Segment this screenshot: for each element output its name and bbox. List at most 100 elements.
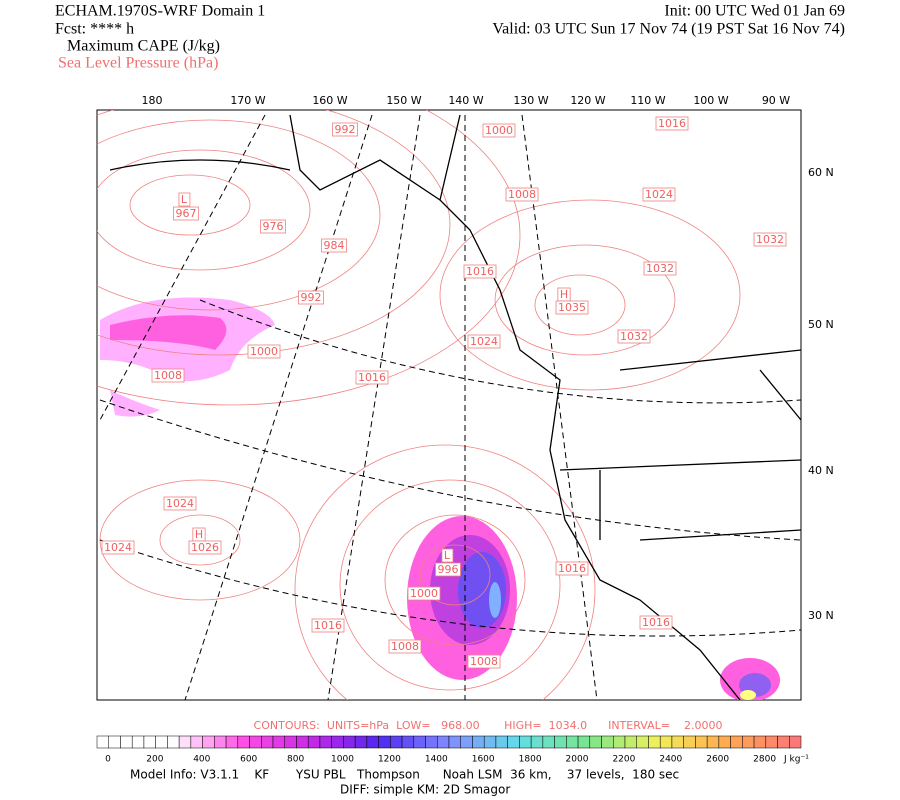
colorbar-swatch [155,735,168,749]
colorbar-swatch [460,735,473,749]
contour-label-box [639,615,673,630]
contour-label: 996 [438,563,459,576]
lat-label: 30 N [808,609,834,622]
colorbar-swatch [237,735,250,749]
colorbar-swatch [448,735,461,749]
contour-label: 1032 [756,233,784,246]
colorbar-swatch [307,735,321,749]
colorbar-swatch [366,735,379,749]
colorbar-swatch [167,735,180,749]
contour-label-box [467,334,501,349]
colorbar-label: 1400 [425,755,448,765]
contour-label: 1000 [410,587,438,600]
contour-label: 1024 [470,335,498,348]
lon-label: 160 W [312,94,347,107]
lon-label: 100 W [693,94,728,107]
colorbar-swatch [190,735,203,749]
colorbar-units: J kg⁻¹ [783,755,809,765]
contour-label: 992 [335,123,356,136]
model-info: Model Info: V3.1.1 KF YSU PBL Thompson N… [130,768,679,782]
colorbar-swatch [413,735,426,749]
lon-label: 150 W [386,94,421,107]
colorbar-swatch [284,735,297,749]
contour-label-box [435,562,461,577]
contour-label: 1000 [485,124,513,137]
colorbar-swatch [202,735,215,749]
colorbar-swatch [261,735,274,749]
contour-label-box [332,122,358,137]
colorbar-swatch [378,735,391,749]
colorbar-swatch [530,735,544,749]
colorbar-swatch [272,735,285,749]
colorbar-label: 2400 [659,755,682,765]
contour-info: CONTOURS: UNITS=hPa LOW= 968.00 HIGH= 10… [254,719,723,732]
contour-label: 1024 [104,541,132,554]
contour-label: 984 [324,239,345,252]
contour-label-box [188,540,222,555]
colorbar-swatch [789,735,802,749]
colorbar-swatch [742,735,755,749]
cape-shading [100,297,780,700]
contour-label-box [101,540,135,555]
colorbar-label: 600 [240,755,257,765]
lat-label: 50 N [808,318,834,331]
contour-label-box [467,654,501,669]
colorbar-swatch [108,735,121,749]
contour-label: 967 [176,207,197,220]
contour-label-box [151,368,185,383]
contour-label: H [195,528,203,541]
colorbar-label: 1200 [378,755,401,765]
contour-label: 1016 [558,562,586,575]
colorbar-swatch [577,735,591,749]
contour-label-box [642,187,676,202]
colorbar-swatch [296,735,309,749]
colorbar-swatch [472,735,485,749]
contour-label: 1016 [642,616,670,629]
lon-label: 110 W [630,94,665,107]
colorbar-label: 2600 [706,755,729,765]
colorbar-label: 2800 [753,755,776,765]
colorbar-label: 2200 [612,755,635,765]
contour-label-box [482,123,516,138]
colorbar-swatch [542,735,555,749]
colorbar-swatch [554,735,567,749]
colorbar-swatch [319,735,332,749]
contour-label-box [247,344,281,359]
contour-label: 1032 [646,262,674,275]
colorbar-swatch [354,735,368,749]
contour-label-box [617,329,651,344]
lon-label: 90 W [762,94,790,107]
contour-label: L [181,193,188,206]
init-time: Init: 00 UTC Wed 01 Jan 69 [664,3,845,20]
contour-label: 1016 [466,265,494,278]
colorbar-swatch [624,735,637,749]
contour-label-box [555,561,589,576]
contour-label: 1016 [314,619,342,632]
colorbar-swatch [683,735,696,749]
colorbar-swatch [601,735,614,749]
contour-label-box [441,548,454,563]
lon-label: 140 W [448,94,483,107]
contour-label-box [260,219,286,234]
lon-label: 130 W [513,94,548,107]
diff-info: DIFF: simple KM: 2D Smagor [340,783,510,797]
colorbar-swatch [437,735,450,749]
colorbar-swatch [613,735,626,749]
colorbar-swatch [495,735,508,749]
contour-label: H [560,288,568,301]
colorbar-swatch [390,735,403,749]
colorbar-label: 1000 [331,755,354,765]
colorbar-swatch [753,735,767,749]
contour-label-box [753,232,787,247]
contour-label: 992 [301,291,322,304]
contour-label: 1016 [658,117,686,130]
colorbar-label: 1800 [519,755,542,765]
colorbar-swatch [706,735,720,749]
lat-label: 60 N [808,166,834,179]
colorbar-label: 800 [287,755,304,765]
contour-label: 1016 [358,371,386,384]
contour-label-box [655,116,689,131]
colorbar-swatch [331,735,344,749]
contour-label-box [463,264,497,279]
